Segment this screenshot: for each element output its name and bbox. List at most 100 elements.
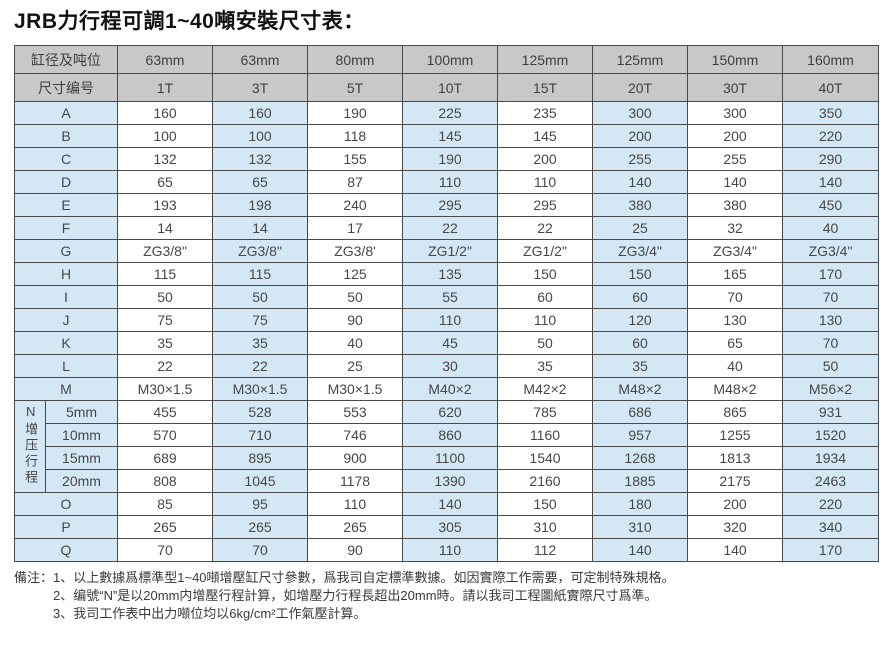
row-label: G [14,239,118,263]
table-cell: 255 [592,147,688,171]
table-cell: M42×2 [497,377,593,401]
table-cell: 132 [117,147,213,171]
header-cell-tonnage: 3T [212,73,308,102]
header-cell-tonnage: 40T [782,73,879,102]
header-label: 缸径及吨位 [14,45,118,74]
table-cell: M48×2 [687,377,783,401]
table-cell: 2463 [782,469,879,493]
table-cell: 240 [307,193,403,217]
table-cell: 85 [117,492,213,516]
table-cell: 305 [402,515,498,539]
table-cell: ZG3/8" [212,239,308,263]
page-title: JRB力行程可調1~40噸安裝尺寸表： [14,10,365,33]
row-label: M [14,377,118,401]
table-cell: 25 [592,216,688,240]
table-cell: 220 [782,492,879,516]
dimension-table-body: 缸径及吨位 63mm 63mm 80mm 100mm 125mm 125mm 150mm 160… [14,45,879,562]
n-group-label: N增压行程 [23,404,39,486]
n-sub-label: 20mm [45,469,118,493]
table-cell: 130 [782,308,879,332]
header-cell-diameter: 150mm [687,45,783,74]
table-cell: 55 [402,285,498,309]
header-row-tonnage: 尺寸编号 1T 3T 5T 10T 15T 20T 30T 40T [14,73,879,102]
table-cell: 110 [307,492,403,516]
table-cell: 290 [782,147,879,171]
n-sub-label: 15mm [45,446,118,470]
table-cell: 265 [307,515,403,539]
table-cell: 1268 [592,446,688,470]
table-cell: 22 [117,354,213,378]
table-cell: 455 [117,400,213,424]
table-cell: 70 [212,538,308,562]
table-cell: 140 [687,170,783,194]
note-item: 1、以上數據爲標準型1~40噸增壓缸尺寸參數，爲我司自定標準數據。如因實際工作需… [53,570,675,585]
table-cell: 295 [497,193,593,217]
table-cell: 150 [592,262,688,286]
table-row: P 265 265 265 305 310 310 320 340 [14,515,879,539]
table-cell: 200 [687,492,783,516]
row-label: B [14,124,118,148]
table-cell: 60 [592,331,688,355]
header-cell-tonnage: 20T [592,73,688,102]
table-cell: 132 [212,147,308,171]
table-row: G ZG3/8" ZG3/8" ZG3/8' ZG1/2" ZG1/2" ZG3/4" ZG3… [14,239,879,263]
table-cell: 200 [497,147,593,171]
table-cell: 100 [117,124,213,148]
table-cell: 620 [402,400,498,424]
table-cell: 45 [402,331,498,355]
table-cell: 553 [307,400,403,424]
table-cell: 170 [782,262,879,286]
row-label: Q [14,538,118,562]
table-cell: 746 [307,423,403,447]
table-cell: 14 [212,216,308,240]
notes-prefix: 備注： [14,570,54,585]
n-section-row: N增压行程 5mm 455 528 553 620 785 686 865 931 [14,400,879,493]
table-cell: 198 [212,193,308,217]
table-cell: 300 [687,101,783,125]
table-cell: M30×1.5 [212,377,308,401]
table-cell: 130 [687,308,783,332]
table-cell: 1540 [497,446,593,470]
header-cell-diameter: 125mm [497,45,593,74]
table-cell: 200 [592,124,688,148]
table-cell: ZG1/2" [402,239,498,263]
n-sub-label: 10mm [45,423,118,447]
table-cell: 193 [117,193,213,217]
table-cell: 689 [117,446,213,470]
dimension-table: 缸径及吨位 63mm 63mm 80mm 100mm 125mm 125mm 150mm 160… [14,45,879,562]
header-cell-diameter: 80mm [307,45,403,74]
table-cell: 70 [117,538,213,562]
table-row: H 115 115 125 135 150 150 165 170 [14,262,879,286]
table-cell: 200 [687,124,783,148]
note-item: 2、编號“N”是以20mm内增壓行程計算，如增壓力行程長超出20mm時。請以我司… [53,588,658,603]
table-cell: 95 [212,492,308,516]
table-cell: 190 [307,101,403,125]
table-cell: 135 [402,262,498,286]
table-cell: 1178 [307,469,403,493]
table-cell: M48×2 [592,377,688,401]
table-cell: 70 [687,285,783,309]
table-cell: ZG1/2" [497,239,593,263]
table-row: B 100 100 118 145 145 200 200 220 [14,124,879,148]
table-cell: ZG3/4" [782,239,879,263]
row-label: I [14,285,118,309]
row-label: A [14,101,118,125]
table-cell: 450 [782,193,879,217]
table-cell: 140 [592,170,688,194]
header-cell-diameter: 160mm [782,45,879,74]
table-row: I 50 50 50 55 60 60 70 70 [14,285,879,309]
table-cell: 155 [307,147,403,171]
table-cell: 145 [402,124,498,148]
table-cell: 40 [687,354,783,378]
table-cell: 90 [307,538,403,562]
row-label: E [14,193,118,217]
table-cell: 75 [117,308,213,332]
table-cell: 30 [402,354,498,378]
table-cell: 310 [497,515,593,539]
table-cell: 2175 [687,469,783,493]
table-cell: 35 [212,331,308,355]
table-cell: 340 [782,515,879,539]
table-cell: 320 [687,515,783,539]
table-cell: 35 [117,331,213,355]
table-cell: 70 [782,331,879,355]
